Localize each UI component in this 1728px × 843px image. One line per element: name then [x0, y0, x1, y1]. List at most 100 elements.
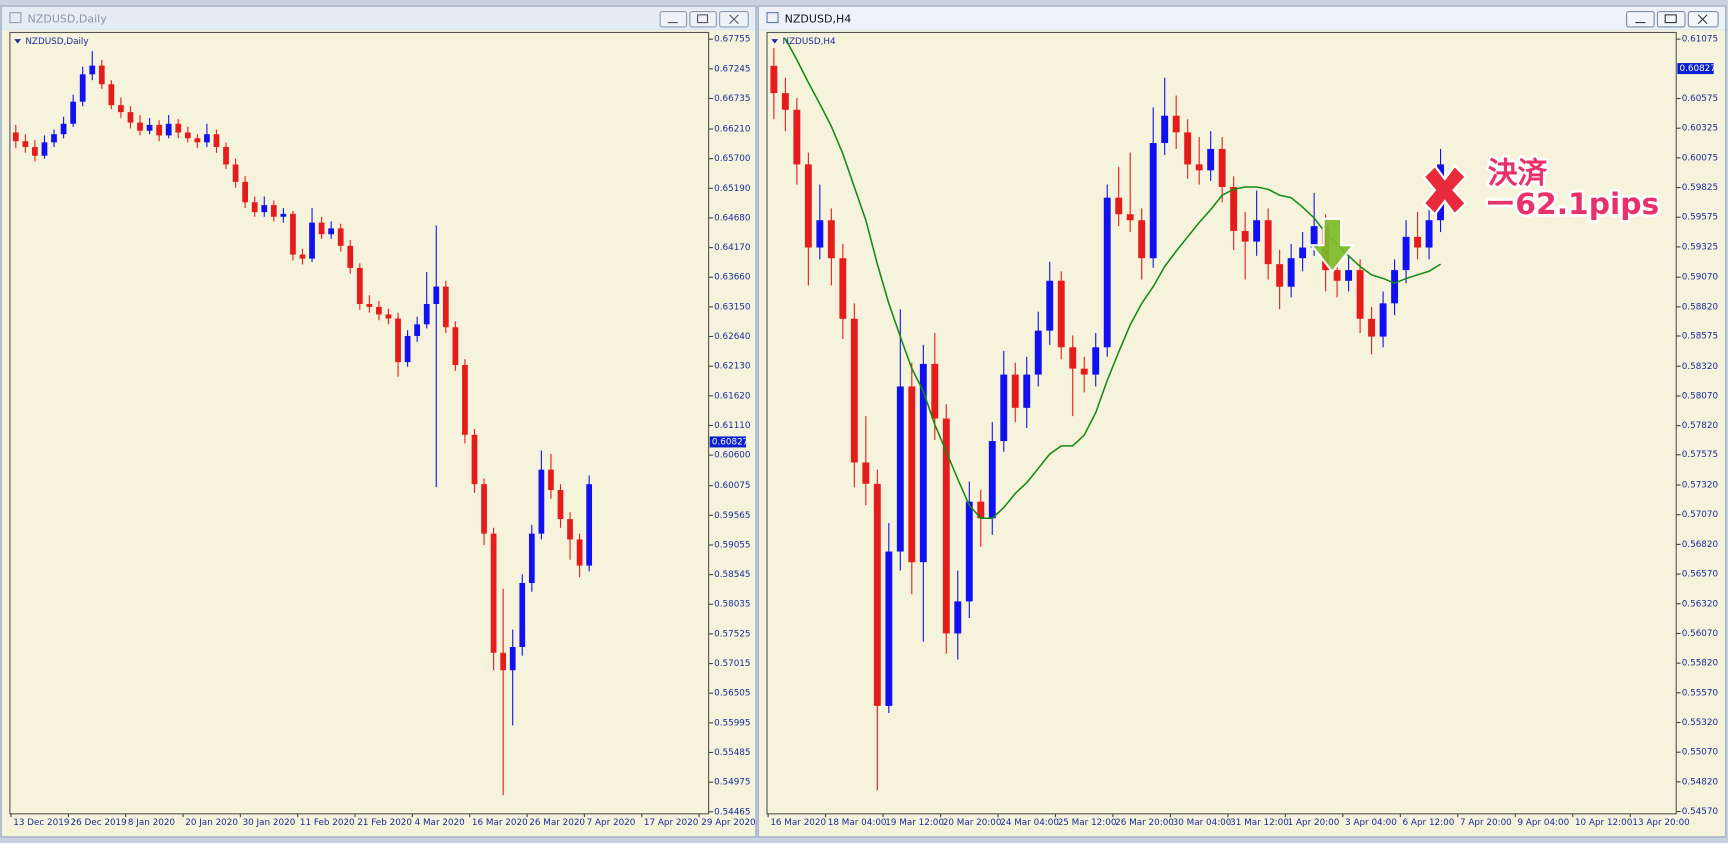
candle-body	[51, 134, 57, 143]
candle-body	[22, 141, 29, 148]
candle-body	[1046, 280, 1054, 331]
y-tick-label: 0.63150	[714, 302, 751, 312]
x-tick-label: 19 Mar 12:00	[885, 818, 944, 828]
x-tick-label: 1 Apr 20:00	[1288, 818, 1340, 828]
candle-body	[376, 306, 382, 315]
x-tick-label: 18 Mar 04:00	[828, 818, 887, 828]
x-tick-label: 29 Apr 2020	[701, 818, 756, 828]
candle-body	[885, 551, 893, 706]
y-tick-label: 0.57820	[1682, 421, 1719, 431]
y-tick-label: 0.54820	[1682, 777, 1719, 787]
x-tick-label: 20 Mar 20:00	[943, 818, 1002, 828]
candle-body	[931, 363, 939, 419]
minimize-button[interactable]	[1626, 10, 1655, 28]
candle-body	[328, 228, 335, 235]
candle-body	[1379, 303, 1387, 337]
candle-body	[1149, 143, 1157, 259]
y-tick-label: 0.60575	[1682, 94, 1718, 104]
plot-frame	[766, 31, 1677, 815]
candle-body	[827, 220, 835, 259]
y-tick-label: 0.59565	[714, 511, 750, 521]
restore-glyph	[1664, 14, 1677, 24]
x-tick-label: 16 Mar 2020	[770, 818, 826, 828]
symbol-marker	[14, 39, 21, 44]
candle-body	[280, 213, 287, 217]
candle-body	[204, 134, 210, 143]
symbol-label: NZDUSD,H4	[782, 37, 836, 47]
restore-button[interactable]	[1656, 10, 1686, 28]
candle-body	[862, 462, 870, 484]
candle-body	[1218, 148, 1226, 187]
candle-body	[223, 147, 229, 165]
candle-body	[108, 84, 115, 106]
candle-body	[1241, 230, 1249, 242]
candle-body	[356, 267, 363, 304]
candle-body	[509, 646, 516, 671]
x-tick-label: 24 Mar 04:00	[1000, 818, 1059, 828]
y-tick-label: 0.67755	[714, 35, 750, 45]
candle-body	[1184, 132, 1192, 165]
y-tick-label: 0.57525	[714, 629, 750, 639]
y-tick-label: 0.57320	[1682, 481, 1719, 491]
candle-body	[242, 181, 249, 203]
candle-body	[414, 324, 421, 336]
candle-body	[954, 601, 962, 634]
y-tick-label: 0.58820	[1682, 302, 1719, 312]
chart-area	[759, 30, 1725, 836]
x-tick-label: 13 Dec 2019	[13, 818, 69, 828]
x-tick-label: 26 Mar 20:00	[1115, 818, 1174, 828]
y-tick-label: 0.62130	[714, 362, 751, 372]
candle-body	[1345, 270, 1353, 281]
x-tick-label: 10 Apr 12:00	[1575, 818, 1633, 828]
candle-body	[1092, 347, 1100, 375]
candle-body	[1310, 226, 1318, 248]
candle-body	[770, 65, 778, 94]
candle-body	[919, 363, 927, 563]
candle-body	[41, 142, 48, 156]
x-tick-label: 31 Mar 12:00	[1230, 818, 1289, 828]
title-bar	[2, 7, 755, 30]
y-tick-label: 0.57575	[1682, 450, 1718, 460]
minimize-button[interactable]	[659, 10, 688, 28]
plot-frame	[9, 31, 710, 815]
y-tick-label: 0.54465	[714, 807, 750, 817]
candle-body	[175, 123, 182, 133]
y-tick-label: 0.59575	[1682, 213, 1718, 223]
restore-button[interactable]	[689, 10, 717, 28]
x-tick-label: 17 Apr 2020	[644, 818, 699, 828]
candle-body	[347, 245, 354, 268]
close-glyph	[729, 14, 739, 25]
candle-body	[442, 286, 449, 328]
x-tick-label: 7 Apr 20:00	[1460, 818, 1512, 828]
candle-body	[156, 124, 163, 136]
y-tick-label: 0.59055	[714, 540, 750, 550]
y-tick-label: 0.55485	[714, 748, 750, 758]
candle-body	[98, 65, 105, 85]
sell-arrow-icon	[1309, 217, 1356, 274]
candle-body	[213, 134, 220, 148]
candle-body	[12, 132, 19, 142]
x-tick-label: 8 Jan 2020	[128, 818, 176, 828]
y-tick-label: 0.60600	[714, 451, 751, 461]
candle-body	[576, 539, 583, 566]
window-icon	[766, 12, 779, 24]
candle-body	[481, 484, 487, 534]
y-tick-label: 0.58320	[1682, 362, 1719, 372]
candle-body	[165, 123, 172, 136]
candle-body	[500, 652, 507, 671]
window-icon	[9, 12, 22, 24]
candle-body	[366, 303, 373, 307]
y-tick-label: 0.58070	[1682, 391, 1719, 401]
y-tick-label: 0.54975	[714, 778, 750, 788]
y-tick-label: 0.65190	[714, 184, 751, 194]
candle-body	[965, 501, 973, 602]
candle-body	[184, 132, 191, 139]
candle-body	[1264, 220, 1272, 265]
candle-body	[1356, 270, 1364, 319]
x-tick-label: 4 Mar 2020	[415, 818, 466, 828]
candle-body	[1287, 258, 1295, 287]
candle-body	[1034, 330, 1042, 375]
y-tick-label: 0.56070	[1682, 629, 1719, 639]
x-tick-label: 16 Mar 2020	[472, 818, 528, 828]
y-tick-label: 0.58575	[1682, 331, 1718, 341]
